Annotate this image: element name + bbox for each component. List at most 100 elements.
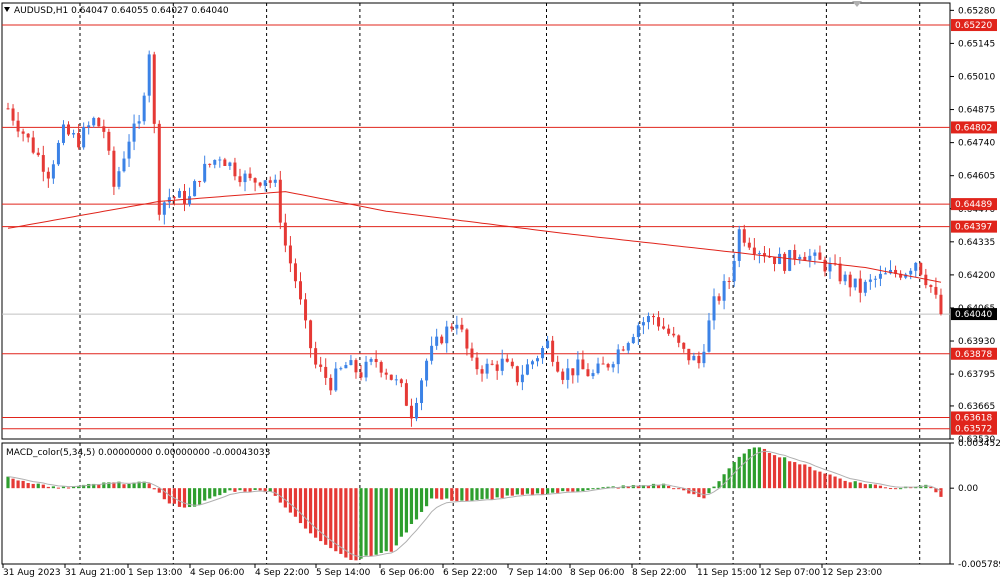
- y-tick-label: 0.64605: [958, 172, 995, 182]
- macd-histogram-bar: [117, 481, 121, 489]
- price-level-label: 0.64802: [955, 123, 992, 133]
- candle-body: [848, 274, 852, 288]
- candle-body: [263, 180, 267, 186]
- macd-histogram-bar: [203, 488, 207, 501]
- price-level-label: 0.63618: [955, 413, 992, 423]
- macd-histogram-bar: [192, 488, 197, 507]
- moving-average-line: [7, 191, 942, 283]
- symbol-ohlc-header: AUDUSD,H1 0.64047 0.64055 0.64027 0.6404…: [14, 6, 229, 16]
- macd-histogram-bar: [646, 485, 651, 489]
- candle-body: [717, 296, 721, 301]
- candle-body: [233, 162, 237, 177]
- macd-histogram-bar: [6, 476, 10, 489]
- candle-body: [500, 358, 504, 371]
- candle-body: [646, 316, 650, 323]
- candle-body: [309, 320, 313, 349]
- macd-histogram-bar: [51, 486, 55, 489]
- macd-histogram-bar: [823, 473, 827, 489]
- candle-body: [147, 54, 151, 96]
- macd-histogram-bar: [334, 488, 338, 552]
- price-level-label: 0.64489: [955, 200, 992, 210]
- macd-histogram-bar: [127, 483, 131, 489]
- candle-body: [97, 117, 101, 127]
- candle-body: [288, 245, 292, 264]
- price-level-tag: [951, 411, 997, 424]
- candle-body: [510, 361, 514, 367]
- candle-body: [889, 269, 893, 274]
- candle-body: [107, 131, 111, 151]
- candle-body: [455, 324, 459, 329]
- x-tick-label: 31 Aug 2023: [3, 568, 61, 578]
- macd-histogram-bar: [349, 488, 353, 560]
- macd-histogram-bar: [853, 481, 857, 489]
- candle-body: [409, 405, 413, 419]
- candle-body: [77, 133, 81, 148]
- candle-body: [747, 242, 751, 248]
- macd-histogram-bar: [308, 488, 313, 534]
- candle-body: [122, 158, 126, 172]
- candle-body: [692, 355, 696, 361]
- candle-body: [919, 262, 923, 275]
- candle-body: [757, 253, 761, 255]
- candle-body: [364, 361, 368, 378]
- candle-body: [167, 197, 171, 203]
- candle-body: [556, 361, 560, 372]
- candle-body: [414, 402, 418, 419]
- current-price-label: 0.64040: [955, 310, 992, 320]
- macd-histogram-bar: [717, 481, 721, 489]
- candle-body: [465, 329, 469, 349]
- macd-histogram-bar: [354, 488, 358, 561]
- macd-histogram-bar: [707, 488, 711, 494]
- macd-histogram-bar: [414, 488, 419, 520]
- macd-histogram-bar: [596, 487, 600, 489]
- macd-histogram-bar: [344, 488, 348, 558]
- candle-body: [934, 286, 938, 295]
- macd-histogram-bar: [480, 488, 484, 500]
- macd-histogram-bar: [732, 462, 736, 489]
- macd-histogram-bar: [561, 488, 565, 492]
- macd-histogram-bar: [495, 488, 499, 498]
- candle-body: [566, 368, 570, 380]
- candle-body: [742, 229, 746, 243]
- candle-body: [117, 171, 121, 187]
- candle-body: [727, 280, 731, 282]
- macd-histogram-bar: [177, 488, 182, 507]
- macd-panel-frame: [1, 442, 951, 565]
- macd-histogram-bar: [379, 488, 383, 553]
- macd-histogram-bar: [661, 483, 666, 489]
- candle-body: [878, 273, 882, 279]
- macd-histogram-bar: [535, 488, 540, 494]
- macd-histogram-bar: [273, 488, 277, 496]
- macd-histogram-bar: [777, 457, 782, 489]
- macd-histogram-bar: [455, 488, 459, 502]
- candle-body: [132, 123, 136, 142]
- macd-histogram-bar: [858, 482, 862, 489]
- candle-body: [82, 127, 86, 148]
- candle-body: [520, 374, 524, 383]
- candle-body: [319, 364, 323, 367]
- macd-histogram-bar: [258, 488, 262, 491]
- candle-body: [16, 120, 20, 132]
- candle-body: [137, 121, 141, 124]
- macd-histogram-bar: [899, 488, 903, 490]
- macd-histogram-bar: [546, 488, 550, 494]
- macd-title: MACD_color(5,34,5) 0.00000000 0.00000000…: [6, 448, 270, 458]
- macd-histogram-bar: [374, 488, 378, 555]
- dropdown-triangle-icon[interactable]: [4, 7, 10, 12]
- candle-body: [460, 324, 464, 330]
- macd-histogram-bar: [404, 488, 408, 533]
- macd-histogram-bar: [248, 488, 252, 492]
- candle-body: [561, 371, 565, 380]
- macd-histogram-bar: [934, 488, 938, 493]
- macd-histogram-bar: [631, 485, 635, 489]
- candle-body: [208, 163, 212, 165]
- candle-body: [677, 335, 681, 343]
- candle-body: [601, 363, 605, 365]
- macd-histogram-bar: [641, 485, 646, 489]
- macd-histogram-bar: [268, 488, 272, 492]
- macd-histogram-bar: [424, 488, 429, 507]
- candle-body: [26, 133, 30, 138]
- macd-histogram-bar: [848, 482, 852, 489]
- macd-histogram-bar: [677, 488, 681, 490]
